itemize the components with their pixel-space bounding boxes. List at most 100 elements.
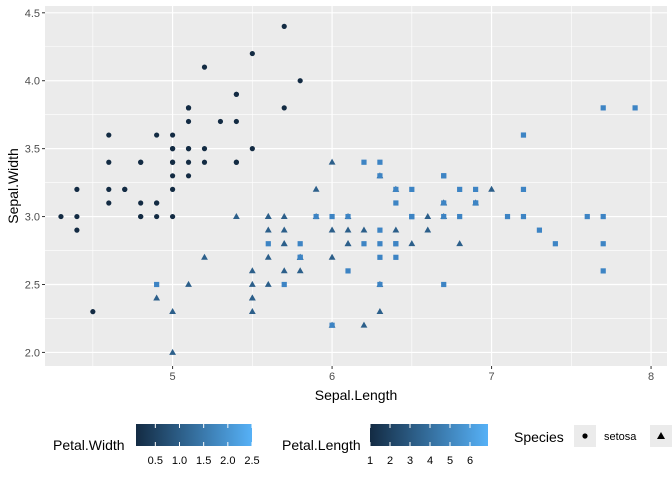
data-point-circle <box>169 186 176 192</box>
data-point-circle <box>185 159 192 165</box>
data-point-square <box>520 132 527 138</box>
data-point-circle <box>154 213 160 220</box>
data-point-triangle <box>296 267 304 274</box>
data-point-circle <box>217 118 224 125</box>
y-tick-label: 4.0 <box>25 76 40 88</box>
data-point-square <box>377 159 383 165</box>
data-point-square <box>441 173 447 179</box>
data-point-square <box>345 268 351 274</box>
data-point-triangle <box>280 212 288 219</box>
legend-species-label-1: setosa <box>604 431 637 443</box>
data-point-square <box>520 213 527 220</box>
data-point-triangle <box>232 212 240 219</box>
data-point-triangle <box>424 212 432 219</box>
data-point-square <box>297 241 303 247</box>
data-point-triangle <box>248 280 256 287</box>
data-point-triangle <box>344 226 352 233</box>
data-point-circle <box>249 50 255 57</box>
data-point-triangle <box>328 253 336 260</box>
data-point-circle <box>169 132 176 138</box>
data-point-triangle <box>169 308 176 315</box>
colorbar-tick-label: 5 <box>447 455 453 467</box>
data-point-triangle <box>248 294 256 301</box>
legend-petal-length: Petal.Length 1 2 3 4 5 6 <box>282 424 488 467</box>
data-point-square <box>393 241 399 247</box>
data-point-circle <box>154 132 160 138</box>
legend-petal-width: Petal.Width 0.5 1.0 1.5 2.0 2.5 <box>53 424 260 467</box>
data-point-triangle <box>392 226 400 233</box>
data-point-square <box>536 227 543 233</box>
data-point-square <box>600 268 606 274</box>
data-point-square <box>457 213 463 220</box>
data-point-square <box>441 213 447 220</box>
data-point-circle <box>74 227 80 233</box>
data-point-circle <box>138 200 144 206</box>
legend-circle-icon <box>582 433 588 439</box>
colorbar-tick-label: 2.0 <box>220 455 235 467</box>
data-point-triangle <box>312 185 320 192</box>
data-point-triangle <box>169 348 176 355</box>
data-point-square <box>520 186 527 192</box>
data-point-square <box>504 213 511 220</box>
data-point-circle <box>233 159 239 165</box>
grid-lines <box>45 6 667 366</box>
data-point-square <box>393 254 399 260</box>
data-point-square <box>441 281 447 288</box>
data-point-square <box>377 281 383 288</box>
data-point-square <box>441 200 447 206</box>
legend-petal-width-ticks: 0.5 1.0 1.5 2.0 2.5 <box>148 424 260 467</box>
data-point-square <box>329 213 335 220</box>
data-point-circle <box>169 213 176 220</box>
y-tick-label: 2.5 <box>25 279 40 291</box>
data-point-circle <box>249 146 255 152</box>
data-point-square <box>584 213 590 220</box>
data-point-circle <box>201 159 208 165</box>
x-tick-label: 7 <box>489 371 495 383</box>
data-point-circle <box>74 186 80 192</box>
data-point-square <box>457 186 463 192</box>
data-point-square <box>552 241 558 247</box>
data-point-triangle <box>264 212 272 219</box>
data-point-circle <box>185 105 192 111</box>
data-point-square <box>409 186 415 192</box>
data-point-triangle <box>360 321 368 328</box>
data-point-square <box>473 186 479 192</box>
data-point-circle <box>281 105 287 111</box>
data-point-triangle <box>264 226 272 233</box>
legend-species-title: Species <box>514 429 564 445</box>
data-point-circle <box>169 173 176 179</box>
data-point-square <box>600 241 606 247</box>
data-point-circle <box>106 186 112 192</box>
data-point-circle <box>74 213 80 220</box>
data-point-square <box>154 281 160 288</box>
data-point-triangle <box>376 308 384 315</box>
colorbar-tick-label: 1.5 <box>196 455 211 467</box>
x-tick-label: 8 <box>648 371 654 383</box>
y-tick-label: 2.0 <box>25 347 40 359</box>
legend-petal-length-title: Petal.Length <box>282 437 361 453</box>
data-point-square <box>409 213 415 220</box>
data-point-circle <box>201 64 208 70</box>
data-point-triangle <box>248 308 256 315</box>
data-point-square <box>361 159 367 165</box>
y-axis-ticks: 2.0 2.5 3.0 3.5 4.0 4.5 <box>25 8 45 359</box>
data-point-triangle <box>328 226 336 233</box>
data-point-circle <box>90 309 96 315</box>
data-point-circle <box>122 186 128 192</box>
data-point-triangle <box>264 253 272 260</box>
x-axis-ticks: 5 6 7 8 <box>170 366 654 383</box>
y-tick-label: 3.5 <box>25 144 40 156</box>
data-point-square <box>265 241 271 247</box>
legend-triangle-icon <box>657 432 665 439</box>
data-point-triangle <box>424 226 432 233</box>
x-axis-title: Sepal.Length <box>315 387 398 403</box>
data-point-triangle <box>280 226 288 233</box>
data-point-triangle <box>280 240 288 247</box>
data-point-square <box>600 105 606 111</box>
x-tick-label: 5 <box>170 371 176 383</box>
data-point-square <box>377 227 383 233</box>
data-point-square <box>600 213 606 220</box>
data-point-circle <box>106 200 112 206</box>
data-point-triangle <box>185 280 192 287</box>
